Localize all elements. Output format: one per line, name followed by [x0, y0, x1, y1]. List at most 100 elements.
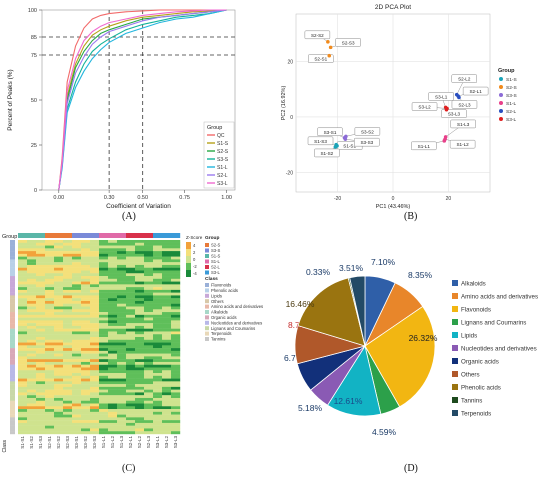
heatmap-cell	[162, 325, 172, 329]
class-legend-label: Terpenoids	[211, 331, 232, 336]
heatmap-cell	[99, 314, 109, 318]
heatmap-cell	[171, 378, 181, 382]
heatmap-cell	[54, 422, 64, 426]
heatmap-cell	[117, 411, 127, 415]
series-line-S3-S	[58, 9, 227, 191]
heatmap-cell	[126, 378, 136, 382]
heatmap-cell	[81, 370, 91, 374]
heatmap-cell	[63, 375, 73, 379]
heatmap-cell	[117, 417, 127, 421]
heatmap-cell	[81, 373, 91, 376]
heatmap-cell	[117, 364, 127, 368]
heatmap-cell	[63, 350, 73, 354]
heatmap-cell	[153, 262, 163, 266]
heatmap-cell	[63, 428, 73, 432]
point-label: S1-S3	[314, 139, 327, 144]
x-axis-label: PC1 (43.46%)	[376, 204, 411, 210]
heatmap-cell	[72, 284, 82, 288]
heatmap-cell	[135, 348, 145, 352]
class-strip-cell	[10, 298, 15, 302]
heatmap-cell	[171, 345, 181, 349]
heatmap-cell	[126, 428, 136, 432]
heatmap-cell	[18, 251, 28, 255]
heatmap-cell	[90, 403, 100, 407]
group-strip-cell	[63, 233, 73, 238]
column-label: S1-S1	[20, 436, 25, 449]
heatmap-cell	[108, 373, 118, 376]
heatmap-cell	[108, 414, 118, 418]
heatmap-cell	[54, 345, 64, 349]
heatmap-cell	[126, 417, 136, 421]
heatmap-cell	[108, 425, 118, 429]
data-point-S2-S2	[326, 40, 330, 44]
heatmap-cell	[72, 345, 82, 349]
heatmap-cell	[27, 320, 37, 324]
heatmap-cell	[135, 259, 145, 263]
heatmap-cell	[81, 328, 91, 332]
heatmap-cell	[45, 323, 55, 327]
heatmap-cell	[54, 378, 64, 382]
heatmap-cell	[72, 259, 82, 263]
heatmap-cell	[27, 361, 37, 365]
heatmap-cell	[45, 292, 55, 296]
heatmap-cell	[135, 276, 145, 279]
point-label-box	[411, 141, 437, 151]
heatmap-cell	[162, 370, 172, 374]
heatmap-cell	[108, 240, 118, 243]
heatmap-cell	[99, 259, 109, 263]
heatmap-cell	[72, 403, 82, 407]
heatmap-cell	[90, 278, 100, 282]
heatmap-cell	[171, 309, 181, 313]
heatmap-cell	[54, 248, 64, 252]
heatmap-cell	[108, 386, 118, 390]
heatmap-cell	[54, 287, 64, 291]
class-strip-cell	[10, 289, 15, 293]
heatmap-cell	[171, 242, 181, 246]
heatmap-cell	[27, 278, 37, 282]
class-strip-cell	[10, 359, 15, 363]
heatmap-cell	[171, 303, 181, 307]
colorbar-tick-label: 4	[193, 243, 196, 248]
heatmap-cell	[90, 320, 100, 324]
heatmap-cell	[81, 270, 91, 274]
heatmap-cell	[54, 306, 64, 310]
heatmap-cell	[135, 251, 145, 255]
legend-swatch	[499, 117, 503, 121]
heatmap-cell	[108, 320, 118, 324]
colorbar-segment	[186, 242, 191, 249]
x-tick-label: -20	[334, 196, 341, 202]
x-tick-label: 0	[392, 196, 395, 202]
heatmap-cell	[162, 251, 172, 255]
pie-slice-Flavonoids	[364, 305, 436, 408]
class-strip-cell	[10, 386, 15, 390]
class-strip-cell	[10, 251, 15, 255]
heatmap-cell	[45, 370, 55, 374]
heatmap-cell	[36, 411, 46, 415]
heatmap-cell	[90, 284, 100, 288]
heatmap-cell	[45, 256, 55, 260]
heatmap-cell	[63, 361, 73, 365]
heatmap-cell	[63, 345, 73, 349]
heatmap-cell	[162, 395, 172, 399]
class-strip-cell	[10, 392, 15, 396]
heatmap-cell	[63, 259, 73, 263]
heatmap-cell	[72, 400, 82, 404]
class-legend-label: Alkaloids	[211, 310, 228, 315]
heatmap-cell	[99, 364, 109, 368]
heatmap-cell	[45, 361, 55, 365]
legend-label: Organic acids	[461, 359, 499, 366]
heatmap-cell	[153, 256, 163, 260]
heatmap-cell	[144, 403, 154, 407]
heatmap-cell	[144, 300, 154, 304]
class-strip-cell	[10, 389, 15, 393]
heatmap-cell	[144, 242, 154, 246]
legend-label: S2-S	[506, 85, 517, 91]
heatmap-cell	[171, 356, 181, 360]
group-strip-cell	[126, 233, 136, 238]
heatmap-cell	[171, 264, 181, 268]
heatmap-cell	[18, 406, 28, 410]
heatmap-cell	[90, 356, 100, 360]
heatmap-cell	[54, 381, 64, 385]
heatmap-cell	[63, 389, 73, 393]
heatmap-cell	[108, 281, 118, 285]
